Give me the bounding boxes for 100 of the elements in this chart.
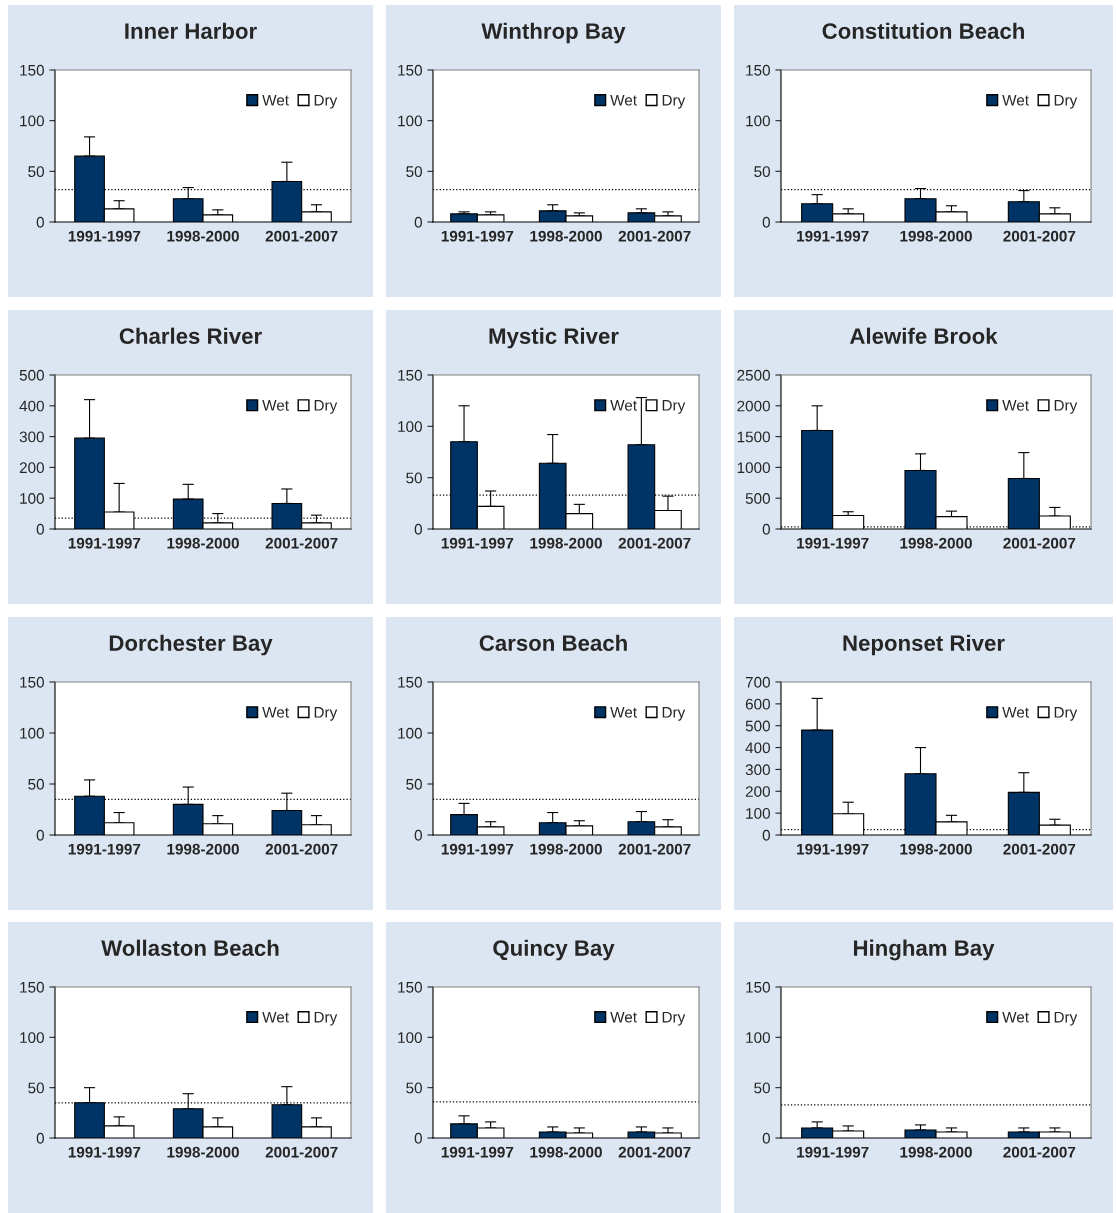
x-tick-label: 2001-2007: [265, 537, 338, 549]
legend-label: Dry: [662, 1011, 686, 1026]
y-tick-label: 100: [398, 1032, 422, 1044]
legend-label: Wet: [610, 400, 637, 411]
y-tick-label: 100: [398, 115, 422, 127]
chart-title: Mystic River: [489, 327, 619, 349]
x-tick-label: 1998-2000: [167, 1146, 239, 1158]
y-tick-label: 50: [28, 1082, 44, 1094]
y-tick-label: 0: [36, 829, 44, 841]
x-tick-label: 1991-1997: [441, 537, 514, 549]
y-tick-label: 100: [20, 493, 44, 504]
legend-label: Dry: [1054, 1011, 1078, 1026]
x-tick-label: 1991-1997: [441, 843, 514, 855]
y-tick-label: 2500: [737, 369, 770, 381]
x-tick-label: 1991-1997: [797, 1146, 869, 1158]
y-tick-label: 0: [414, 829, 422, 841]
y-tick-label: 150: [20, 676, 44, 688]
x-tick-label: 1998-2000: [900, 843, 972, 855]
x-tick-label: 1991-1997: [68, 843, 141, 855]
legend-label: Dry: [1054, 400, 1078, 414]
x-tick-label: 2001-2007: [618, 1146, 691, 1158]
y-tick-label: 150: [398, 64, 422, 76]
x-tick-label: 1991-1997: [68, 230, 141, 242]
y-tick-label: 150: [398, 981, 422, 993]
x-tick-label: 1991-1997: [441, 230, 514, 242]
y-tick-label: 150: [746, 981, 770, 993]
legend-label: Wet: [262, 1011, 289, 1023]
chart-title: Carson Beach: [479, 634, 627, 651]
legend-label: Dry: [1054, 707, 1078, 721]
y-tick-label: 1500: [737, 431, 770, 443]
x-tick-label: 2001-2007: [618, 230, 691, 242]
y-tick-label: 100: [20, 1032, 44, 1044]
chart-title: Quincy Bay: [493, 939, 615, 961]
x-tick-label: 1998-2000: [167, 230, 239, 242]
y-tick-label: 50: [406, 1082, 422, 1094]
y-tick-label: 500: [19, 369, 44, 381]
y-tick-label: 0: [36, 216, 44, 228]
x-tick-label: 2001-2007: [618, 843, 691, 855]
chart-title: Constitution Beach: [822, 22, 1024, 39]
y-tick-label: 100: [20, 115, 44, 127]
x-tick-label: 2001-2007: [265, 843, 338, 855]
legend-label: Wet: [262, 94, 289, 106]
legend-label: Wet: [1002, 1011, 1029, 1023]
y-tick-label: 0: [414, 523, 422, 535]
x-tick-label: 2001-2007: [1003, 1146, 1076, 1158]
x-tick-label: 1998-2000: [900, 1146, 972, 1158]
y-tick-label: 50: [406, 778, 422, 790]
x-tick-label: 2001-2007: [265, 230, 338, 242]
x-tick-label: 1998-2000: [530, 537, 602, 549]
y-tick-label: 100: [398, 421, 422, 433]
y-tick-label: 0: [36, 1132, 44, 1144]
y-tick-label: 0: [36, 523, 44, 535]
chart-title: Neponset River: [843, 634, 1005, 656]
chart-title: Wollaston Beach: [101, 939, 279, 956]
chart-title: Winthrop Bay: [481, 22, 626, 44]
legend-label: Dry: [1054, 94, 1078, 109]
y-tick-label: 150: [398, 369, 422, 381]
y-tick-label: 500: [745, 493, 770, 504]
legend-label: Dry: [662, 94, 686, 109]
legend-label: Wet: [1002, 400, 1029, 411]
y-tick-label: 100: [746, 808, 770, 819]
y-tick-label: 150: [746, 64, 770, 76]
y-tick-label: 500: [745, 720, 770, 732]
legend-label: Dry: [314, 400, 338, 414]
x-tick-label: 2001-2007: [618, 537, 691, 549]
y-tick-label: 100: [20, 727, 44, 739]
chart-title: Hingham Bay: [853, 939, 995, 961]
y-tick-label: 300: [19, 431, 44, 443]
y-tick-label: 50: [406, 166, 422, 178]
y-tick-label: 0: [414, 216, 422, 228]
chart-title: Inner Harbor: [125, 22, 257, 39]
y-tick-label: 0: [762, 216, 770, 228]
y-tick-label: 600: [745, 698, 770, 710]
y-tick-label: 200: [19, 462, 44, 474]
x-tick-label: 1991-1997: [68, 537, 141, 549]
chart-title: Alewife Brook: [849, 327, 998, 344]
x-tick-label: 1991-1997: [441, 1146, 514, 1158]
x-tick-label: 1991-1997: [797, 537, 869, 549]
y-tick-label: 700: [745, 676, 770, 688]
legend-label: Wet: [262, 707, 289, 718]
y-tick-label: 50: [28, 778, 44, 790]
y-tick-label: 0: [762, 523, 770, 535]
y-tick-label: 0: [762, 1132, 770, 1144]
y-tick-label: 50: [754, 166, 770, 178]
x-tick-label: 1998-2000: [167, 843, 239, 855]
x-tick-label: 2001-2007: [1003, 843, 1076, 855]
y-tick-label: 1000: [737, 462, 770, 474]
legend-label: Dry: [662, 400, 686, 414]
x-tick-label: 2001-2007: [1003, 537, 1076, 549]
legend-label: Dry: [314, 707, 338, 721]
x-tick-label: 1991-1997: [797, 230, 869, 242]
x-tick-label: 1991-1997: [68, 1146, 141, 1158]
legend-label: Wet: [262, 400, 289, 411]
x-tick-label: 1998-2000: [900, 230, 972, 242]
y-tick-label: 0: [414, 1132, 422, 1144]
y-tick-label: 400: [19, 400, 44, 412]
y-tick-label: 100: [746, 1032, 770, 1044]
x-tick-label: 1998-2000: [530, 843, 602, 855]
y-tick-label: 150: [398, 676, 422, 688]
legend-label: Wet: [1002, 94, 1029, 106]
